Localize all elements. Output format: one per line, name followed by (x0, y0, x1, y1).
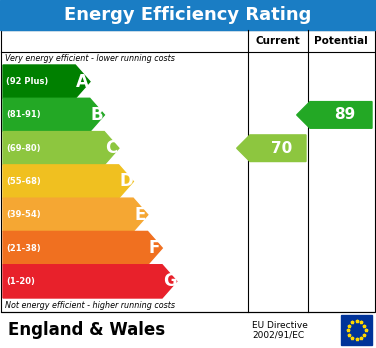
Polygon shape (237, 135, 306, 161)
Text: A: A (76, 73, 89, 90)
Text: Current: Current (256, 36, 300, 46)
Text: (21-38): (21-38) (6, 244, 41, 253)
Polygon shape (3, 132, 119, 165)
Text: F: F (149, 239, 160, 257)
Text: Not energy efficient - higher running costs: Not energy efficient - higher running co… (5, 301, 175, 309)
Text: D: D (120, 173, 133, 190)
Polygon shape (3, 231, 162, 265)
Text: Energy Efficiency Rating: Energy Efficiency Rating (64, 6, 312, 24)
Text: G: G (163, 272, 177, 290)
Bar (0, 0, 376, 30)
Text: (1-20): (1-20) (6, 277, 35, 286)
Text: (92 Plus): (92 Plus) (6, 77, 48, 86)
Text: 89: 89 (334, 108, 356, 122)
Text: B: B (91, 106, 103, 124)
Text: Potential: Potential (314, 36, 368, 46)
Text: C: C (105, 139, 117, 157)
Text: (55-68): (55-68) (6, 177, 41, 186)
Text: E: E (134, 206, 146, 224)
Text: EU Directive: EU Directive (252, 322, 308, 331)
Polygon shape (3, 165, 133, 198)
Text: (39-54): (39-54) (6, 210, 41, 219)
Text: 70: 70 (271, 141, 293, 156)
Bar (341, 315, 372, 345)
Text: (81-91): (81-91) (6, 110, 41, 119)
Polygon shape (3, 198, 148, 231)
Polygon shape (297, 102, 372, 128)
Text: (69-80): (69-80) (6, 144, 41, 153)
Text: England & Wales: England & Wales (8, 321, 165, 339)
Text: Very energy efficient - lower running costs: Very energy efficient - lower running co… (5, 54, 175, 63)
Polygon shape (3, 265, 177, 298)
Polygon shape (3, 98, 105, 132)
Text: 2002/91/EC: 2002/91/EC (252, 331, 304, 340)
Bar (1, 30, 375, 312)
Polygon shape (3, 65, 90, 98)
